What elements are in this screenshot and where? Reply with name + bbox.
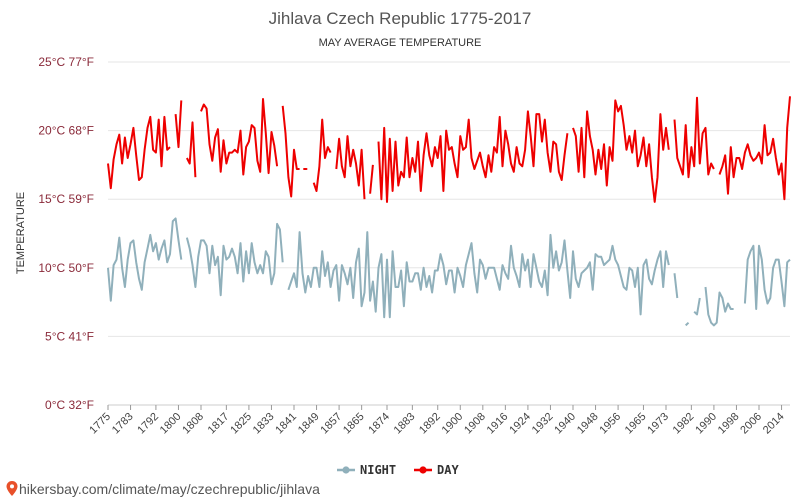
grid [108, 61, 790, 406]
y-axis-label: TEMPERATURE [15, 192, 27, 274]
x-tick-label: 1924 [507, 411, 533, 437]
series-night-segment [693, 297, 701, 316]
legend[interactable]: NIGHT DAY [337, 463, 459, 477]
legend-item-night[interactable]: NIGHT [337, 463, 396, 477]
series-layer [107, 96, 791, 327]
x-tick-label: 2014 [761, 411, 787, 437]
x-tick-label: 1817 [206, 411, 232, 437]
series-day-segment [718, 96, 791, 201]
y-tick-label: 20°C 68°F [38, 124, 94, 138]
x-tick-label: 1825 [228, 411, 254, 437]
x-tick-label: 1948 [575, 411, 601, 437]
x-tick-label: 1916 [485, 411, 511, 437]
series-day-segment [107, 115, 171, 190]
x-tick-label: 1982 [671, 411, 697, 437]
series-day-segment [174, 100, 183, 149]
series-day [107, 96, 791, 203]
x-tick-label: 1892 [417, 411, 443, 437]
x-tick-label: 1900 [440, 411, 466, 437]
series-night-segment [673, 273, 679, 299]
legend-marker-icon [342, 466, 350, 474]
x-tick-label: 2006 [738, 411, 764, 437]
x-tick-label: 1808 [180, 411, 206, 437]
series-night-segment [185, 222, 284, 297]
source-link[interactable]: hikersbay.com/climate/may/czechrepublic/… [6, 481, 321, 497]
legend-item-day[interactable]: DAY [414, 463, 459, 477]
x-tick-label: 1973 [645, 411, 671, 437]
x-tick-label: 1998 [716, 411, 742, 437]
x-tick-label: 1783 [110, 411, 136, 437]
x-tick-label: 1956 [597, 411, 623, 437]
y-tick-label: 5°C 41°F [45, 329, 94, 343]
legend-label: NIGHT [360, 463, 396, 477]
x-tick-label: 1990 [693, 411, 719, 437]
y-tick-label: 25°C 77°F [38, 55, 94, 69]
series-day-segment [312, 118, 332, 192]
y-tick-label: 15°C 59°F [38, 192, 94, 206]
series-day-segment [369, 164, 374, 194]
series-day-segment [335, 135, 366, 200]
series-day-segment [281, 105, 300, 198]
y-tick-label: 10°C 50°F [38, 261, 94, 275]
x-tick-label: 1800 [158, 411, 184, 437]
x-tick-label: 1965 [623, 411, 649, 437]
series-night-segment [287, 231, 670, 319]
x-tick-label: 1874 [366, 411, 392, 437]
x-tick-label: 1833 [251, 411, 277, 437]
chart-title: Jihlava Czech Republic 1775-2017 [269, 9, 532, 28]
x-tick-label: 1775 [87, 411, 113, 437]
x-tick-label: 1792 [135, 411, 161, 437]
location-pin-dot [10, 484, 14, 489]
legend-label: DAY [437, 463, 459, 477]
y-axis-ticks: 0°C 32°F 5°C 41°F 10°C 50°F 15°C 59°F 20°C 6… [38, 55, 94, 412]
x-tick-label: 1883 [392, 411, 418, 437]
series-day-segment [377, 110, 569, 203]
series-night [107, 217, 791, 327]
x-tick-label: 1849 [296, 411, 322, 437]
series-day-segment [186, 121, 197, 178]
location-pin-icon [6, 481, 18, 496]
x-tick-label: 1865 [341, 411, 367, 437]
series-night-segment [704, 286, 734, 327]
x-tick-label: 1857 [318, 411, 344, 437]
legend-marker-icon [419, 466, 427, 474]
x-tick-label: 1940 [552, 411, 578, 437]
x-tick-label: 1932 [530, 411, 556, 437]
series-night-segment [107, 217, 183, 302]
series-night-segment [743, 244, 791, 310]
series-day-segment [200, 98, 279, 176]
source-url[interactable]: hikersbay.com/climate/may/czechrepublic/… [19, 481, 320, 497]
series-night-segment [685, 321, 690, 327]
series-day-segment [673, 96, 715, 179]
x-tick-label: 1908 [462, 411, 488, 437]
x-tick-label: 1841 [273, 411, 299, 437]
y-tick-label: 0°C 32°F [45, 398, 94, 412]
series-day-segment [572, 99, 670, 203]
chart-subtitle: MAY AVERAGE TEMPERATURE [319, 37, 482, 49]
